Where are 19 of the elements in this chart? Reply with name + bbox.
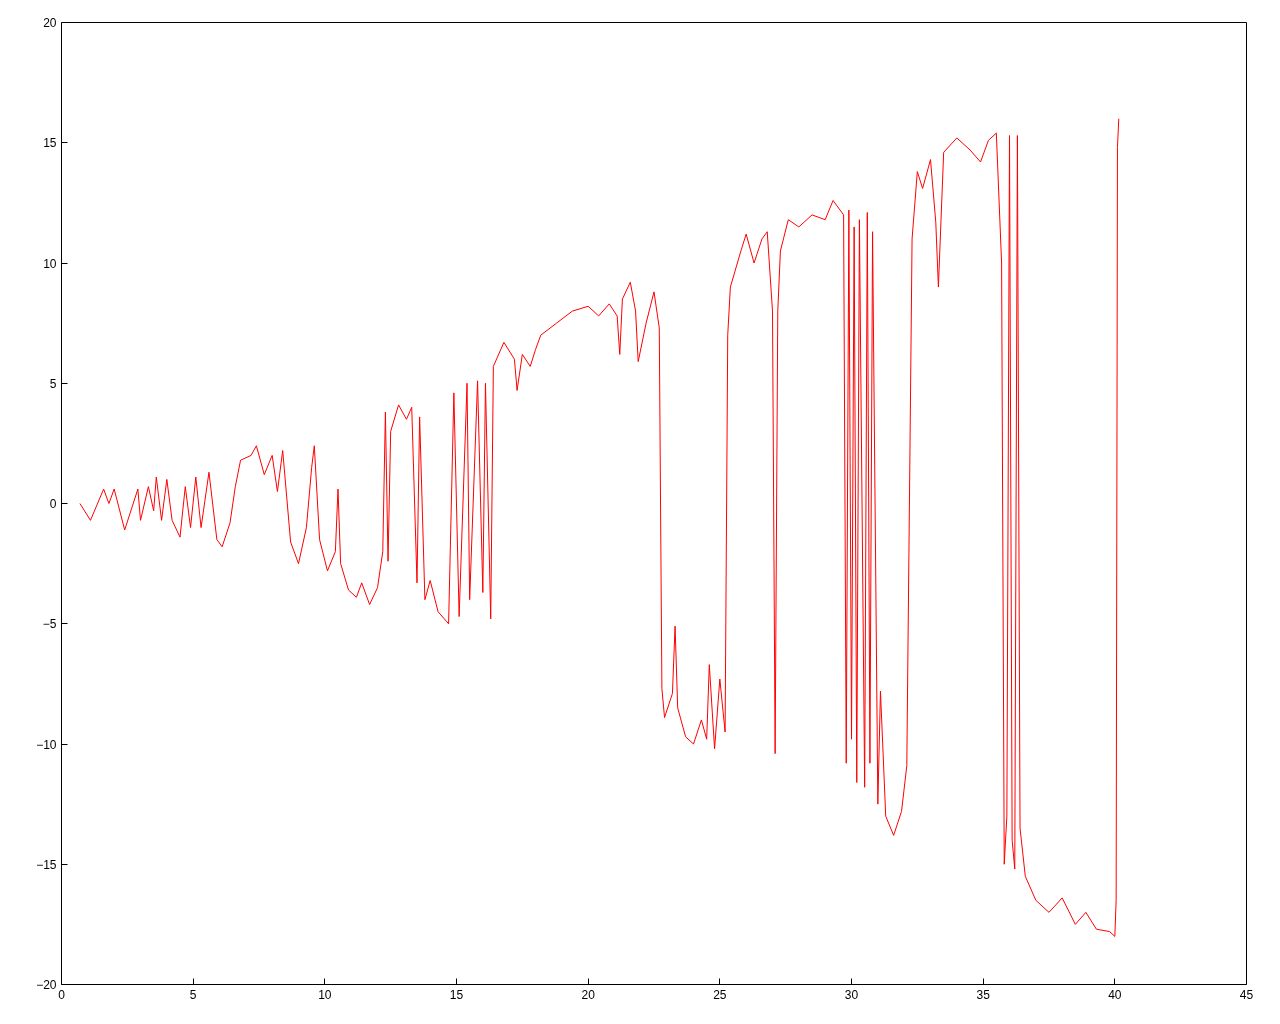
x-tick-label: 15	[449, 987, 464, 1002]
y-tick-label: −10	[36, 737, 57, 752]
y-tick-label: 20	[43, 16, 57, 30]
y-tick-label: −15	[36, 857, 57, 872]
x-tick-label: 45	[1239, 987, 1254, 1002]
y-tick-label: 10	[43, 256, 57, 271]
y-tick-label: 0	[49, 497, 57, 511]
y-tick-label: −5	[42, 617, 57, 632]
x-tick-label: 30	[844, 987, 859, 1002]
y-tick-label: 5	[49, 376, 57, 391]
x-tick-label: 35	[976, 987, 991, 1002]
x-tick-label: 5	[189, 987, 197, 1002]
line-series	[79, 118, 1120, 937]
y-tick-label: −20	[36, 978, 57, 992]
x-tick-label: 10	[318, 987, 332, 1002]
x-tick-label: 40	[1108, 987, 1122, 1002]
x-tick-label: 25	[713, 987, 727, 1002]
y-tick-label: 15	[43, 136, 57, 151]
x-tick-label: 20	[581, 987, 596, 1002]
